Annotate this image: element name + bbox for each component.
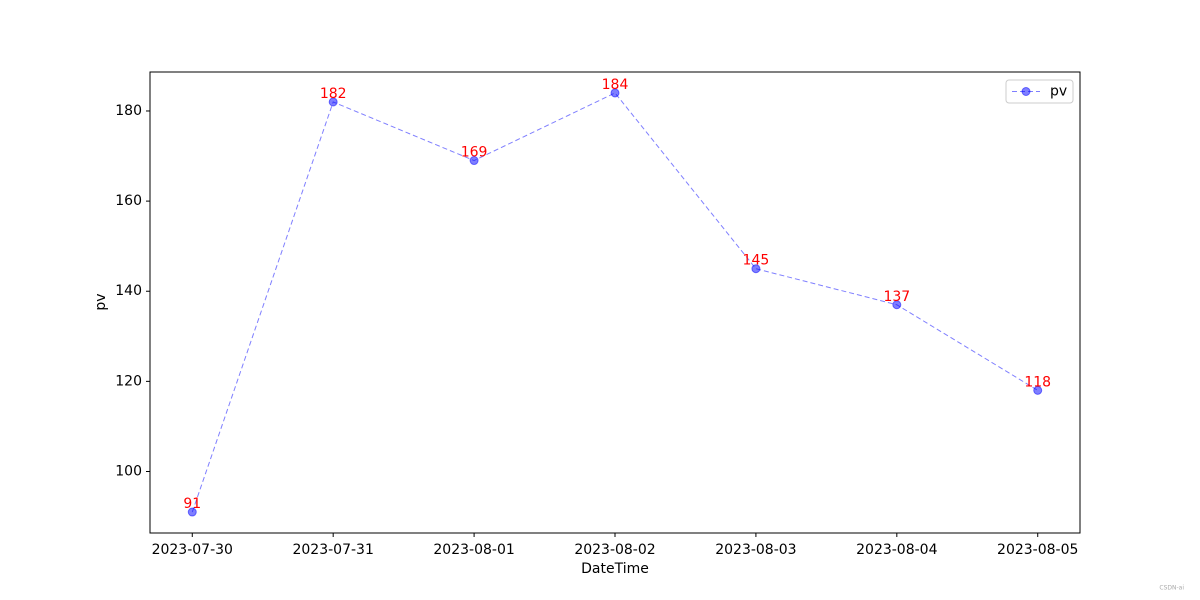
y-tick-label: 120 xyxy=(115,373,142,389)
y-tick-label: 140 xyxy=(115,283,142,299)
data-label: 137 xyxy=(883,289,910,305)
data-label: 182 xyxy=(320,86,347,102)
y-tick-label: 160 xyxy=(115,193,142,209)
data-label: 118 xyxy=(1024,374,1051,390)
y-tick-label: 180 xyxy=(115,103,142,119)
x-tick-label: 2023-07-30 xyxy=(152,542,233,558)
x-tick-label: 2023-07-31 xyxy=(292,542,373,558)
series-line xyxy=(191,92,1038,513)
x-axis-label: DateTime xyxy=(581,561,649,577)
point xyxy=(187,507,197,517)
legend-label: pv xyxy=(1050,84,1067,100)
legend-marker xyxy=(1021,87,1031,96)
x-tick-label: 2023-08-05 xyxy=(997,542,1078,558)
plot-frame xyxy=(149,71,1081,534)
data-label: 184 xyxy=(602,77,629,93)
y-tick-label: 100 xyxy=(115,463,142,479)
point xyxy=(892,300,902,310)
data-label: 145 xyxy=(743,253,770,269)
data-label: 169 xyxy=(461,145,488,161)
point xyxy=(328,97,338,107)
point xyxy=(1033,385,1043,395)
x-tick-label: 2023-08-04 xyxy=(856,542,937,558)
point xyxy=(610,88,620,98)
point xyxy=(751,264,761,274)
x-tick-label: 2023-08-01 xyxy=(433,542,514,558)
x-tick-label: 2023-08-02 xyxy=(574,542,655,558)
y-axis-label: pv xyxy=(93,293,109,310)
watermark: CSDN-ai xyxy=(1159,585,1184,592)
x-tick-label: 2023-08-03 xyxy=(715,542,796,558)
point xyxy=(469,156,479,166)
data-label: 91 xyxy=(183,496,201,512)
